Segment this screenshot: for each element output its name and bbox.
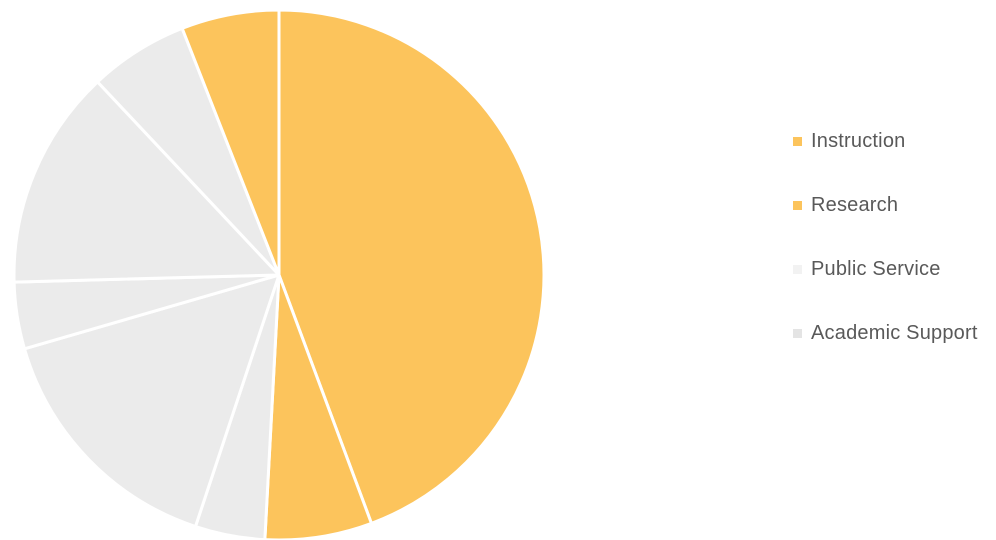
legend-label-research: Research: [811, 193, 899, 216]
pie-slice-8: [180, 8, 281, 277]
pie-slice-4: [22, 273, 281, 528]
legend-item-instruction: Instruction: [793, 125, 993, 157]
legend-item-public-service: Public Service: [793, 253, 993, 285]
pie-slice-6: [12, 80, 281, 284]
legend-label-public-service: Public Service: [811, 257, 941, 280]
legend-label-instruction: Instruction: [811, 129, 906, 152]
legend-swatch-research: [793, 200, 802, 210]
legend-label-academic-support: Academic Support: [811, 321, 978, 344]
legend-swatch-public-service: [793, 264, 802, 274]
legend-swatch-academic-support: [793, 328, 802, 338]
legend-item-research: Research: [793, 189, 993, 221]
chart-legend: Instruction Research Public Service Acad…: [793, 125, 993, 349]
legend-item-academic-support: Academic Support: [793, 317, 993, 349]
legend-swatch-instruction: [793, 136, 802, 146]
pie-slice-1: [277, 8, 546, 525]
pie-slices: [12, 8, 546, 540]
